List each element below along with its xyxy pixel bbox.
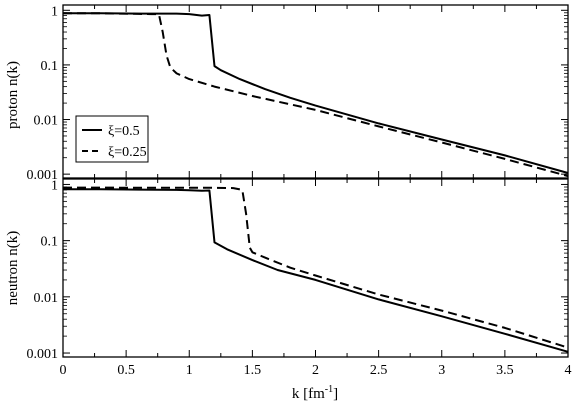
x-axis-title-superscript: -1 xyxy=(325,384,333,395)
legend-box xyxy=(75,115,149,163)
y-tick-label-neutron-3: 1 xyxy=(51,178,58,193)
panel-proton: 0.001 0.01 0.1 1 ξ=0.5 ξ=0.25 xyxy=(27,4,569,183)
y-tick-label-proton-2: 0.1 xyxy=(41,59,59,74)
series-line-proton-xi-0-25 xyxy=(63,12,569,178)
x-tick-label-6: 3 xyxy=(438,363,445,378)
x-tick-label-2: 1 xyxy=(186,363,193,378)
x-tick-label-4: 2 xyxy=(312,363,319,378)
legend-label-1: ξ=0.25 xyxy=(108,145,147,160)
x-tick-label-5: 2.5 xyxy=(370,363,388,378)
series-line-neutron-xi-0-5 xyxy=(63,188,569,353)
panel-neutron: 0 0.5 1 1.5 2 2.5 3 3.5 4 0.001 0.01 0.1 1 xyxy=(27,178,572,378)
x-axis-title-close: ] xyxy=(333,386,338,402)
x-axis-title-main: k [fm xyxy=(292,386,325,402)
x-tick-label-1: 0.5 xyxy=(117,363,135,378)
x-axis-title: k [fm-1] xyxy=(292,384,338,402)
y-tick-label-proton-1: 0.01 xyxy=(34,114,59,129)
y-axis-title-neutron: neutron n(k) xyxy=(5,231,21,306)
x-tick-label-0: 0 xyxy=(60,363,67,378)
y-tick-label-neutron-0: 0.001 xyxy=(27,347,59,362)
x-tick-label-3: 1.5 xyxy=(244,363,262,378)
series-line-proton-xi-0-5 xyxy=(63,12,569,174)
y-axis-title-proton: proton n(k) xyxy=(5,61,21,129)
y-tick-label-proton-0: 0.001 xyxy=(27,168,59,183)
legend-label-0: ξ=0.5 xyxy=(108,124,140,139)
y-tick-label-neutron-2: 0.1 xyxy=(41,235,59,250)
x-tick-label-7: 3.5 xyxy=(496,363,514,378)
y-tick-label-proton-3: 1 xyxy=(51,4,58,19)
x-tick-label-8: 4 xyxy=(565,363,572,378)
y-tick-label-neutron-1: 0.01 xyxy=(34,291,59,306)
